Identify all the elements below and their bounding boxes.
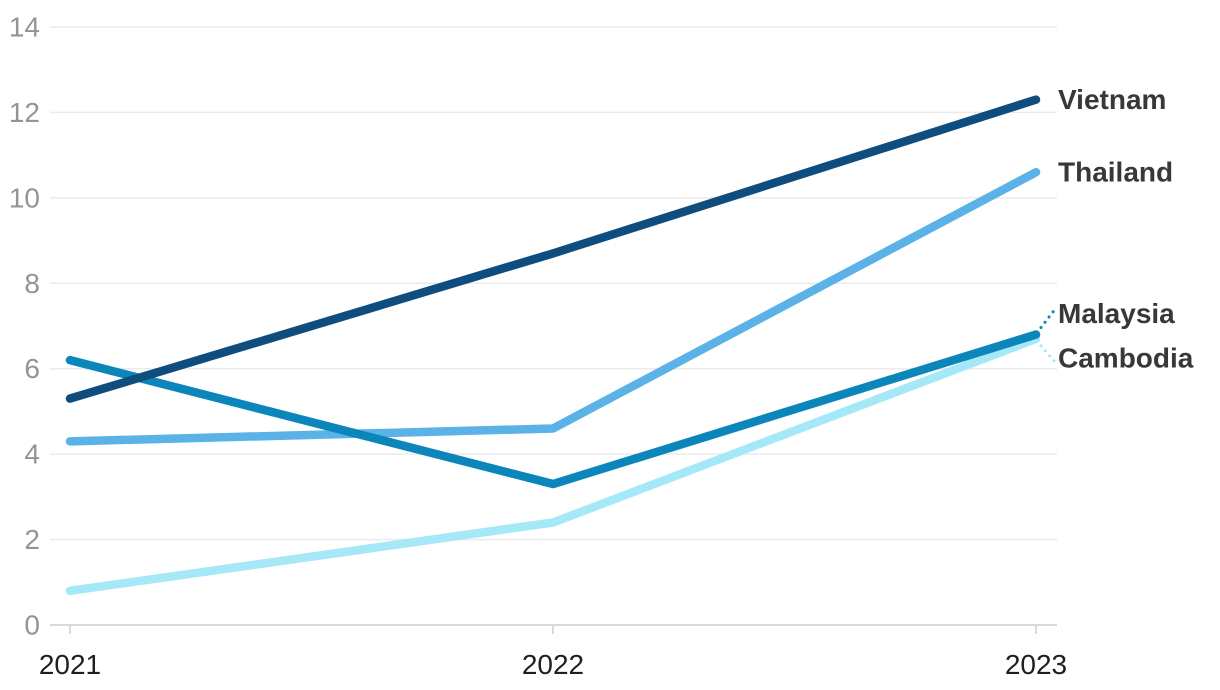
leader-line-malaysia [1039, 309, 1056, 330]
y-tick-label: 10 [9, 182, 40, 213]
y-tick-label: 12 [9, 97, 40, 128]
series-line-vietnam [65, 95, 1041, 403]
y-tick-label: 0 [24, 610, 40, 641]
series-line-thailand [65, 167, 1041, 446]
series-label-vietnam: Vietnam [1058, 84, 1166, 115]
y-tick-label: 4 [24, 439, 40, 470]
series-line-cambodia [65, 334, 1041, 596]
x-tick-label: 2023 [1005, 649, 1067, 680]
series-label-cambodia: Cambodia [1058, 342, 1194, 373]
series-line-malaysia [65, 330, 1041, 489]
y-tick-label: 8 [24, 268, 40, 299]
series-label-thailand: Thailand [1058, 157, 1173, 188]
y-tick-label: 6 [24, 353, 40, 384]
y-tick-label: 2 [24, 524, 40, 555]
leader-line-cambodia [1039, 344, 1056, 363]
x-tick-label: 2022 [522, 649, 584, 680]
x-tick-label: 2021 [39, 649, 101, 680]
y-tick-label: 14 [9, 12, 40, 43]
series-label-malaysia: Malaysia [1058, 298, 1175, 329]
